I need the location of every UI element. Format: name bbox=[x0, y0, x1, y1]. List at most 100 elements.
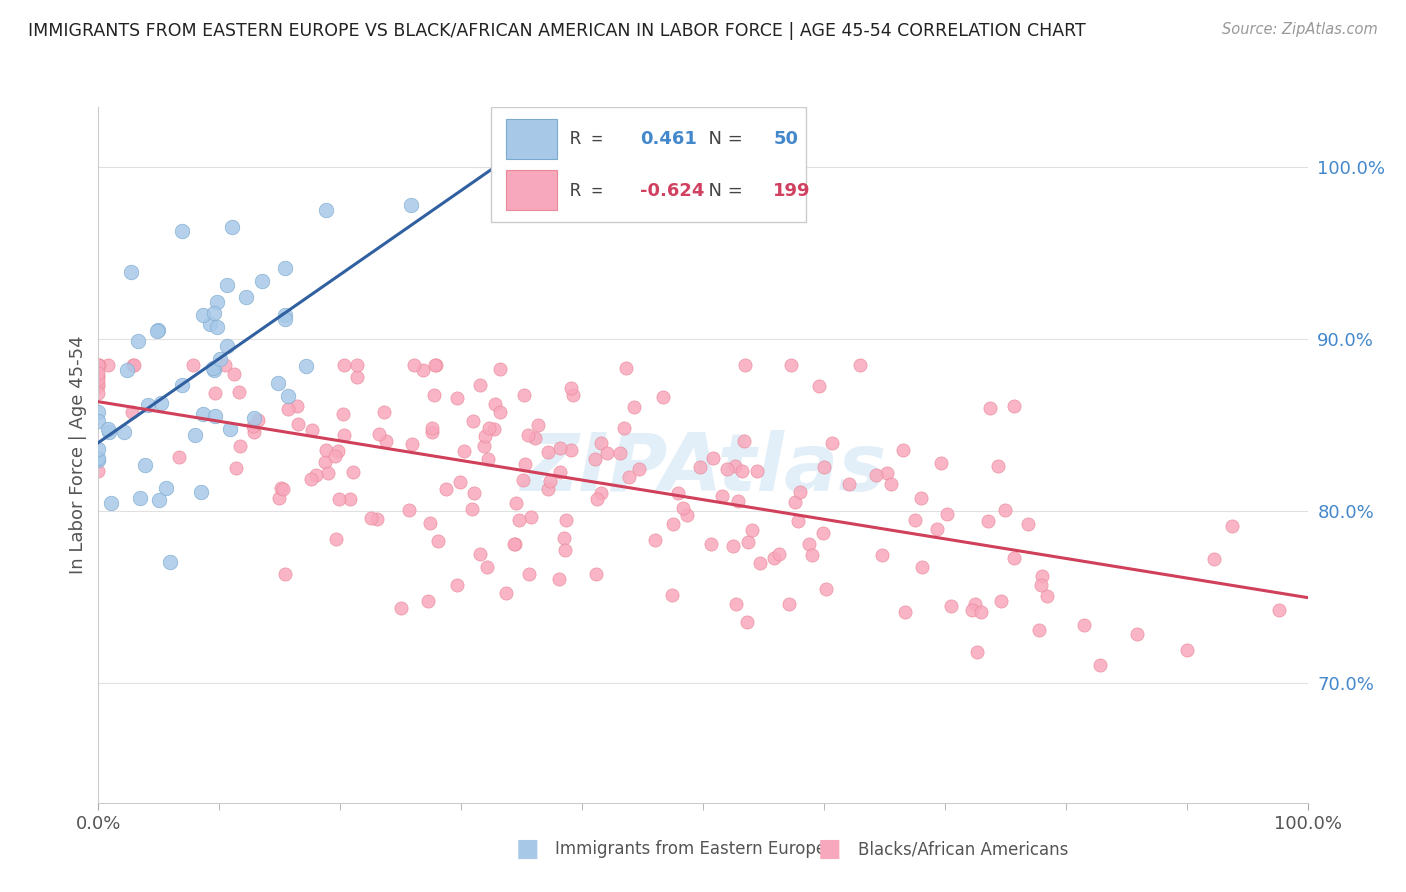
Point bbox=[1268, 602, 1291, 616]
Point bbox=[191, 308, 214, 322]
Text: Source: ZipAtlas.com: Source: ZipAtlas.com bbox=[1222, 22, 1378, 37]
Point bbox=[204, 385, 226, 400]
Point bbox=[315, 442, 337, 457]
Point bbox=[193, 407, 215, 421]
Point bbox=[243, 411, 266, 425]
Point bbox=[849, 358, 872, 372]
Point bbox=[555, 513, 578, 527]
Point bbox=[87, 386, 110, 401]
Point bbox=[585, 567, 607, 582]
Point bbox=[146, 324, 169, 338]
Point bbox=[595, 446, 617, 460]
Point bbox=[711, 490, 734, 504]
Point bbox=[1126, 627, 1149, 641]
Point bbox=[548, 572, 571, 586]
Point bbox=[910, 491, 932, 505]
Point bbox=[520, 510, 543, 524]
Point bbox=[271, 482, 294, 496]
Point bbox=[277, 401, 299, 416]
Point bbox=[155, 481, 177, 495]
Point bbox=[325, 532, 347, 546]
Point bbox=[446, 391, 468, 405]
Point bbox=[346, 369, 368, 384]
Point bbox=[87, 464, 110, 478]
Point bbox=[904, 513, 927, 527]
Text: ZIPAtlas: ZIPAtlas bbox=[520, 430, 886, 508]
Point bbox=[614, 361, 637, 376]
Point bbox=[242, 418, 264, 433]
Point bbox=[723, 539, 745, 553]
Point bbox=[963, 598, 986, 612]
Point bbox=[627, 462, 650, 476]
Point bbox=[215, 278, 238, 293]
Point bbox=[426, 533, 449, 548]
Point bbox=[301, 423, 323, 437]
Point bbox=[328, 491, 350, 506]
Point bbox=[87, 452, 110, 467]
Point bbox=[745, 464, 768, 478]
Text: R =: R = bbox=[569, 130, 613, 148]
FancyBboxPatch shape bbox=[506, 169, 557, 210]
Point bbox=[425, 358, 447, 372]
Point bbox=[342, 466, 364, 480]
Point bbox=[190, 484, 212, 499]
Point bbox=[891, 443, 914, 458]
Point bbox=[513, 387, 536, 401]
Point bbox=[929, 456, 952, 470]
Point bbox=[250, 273, 273, 287]
Point bbox=[453, 444, 475, 458]
Point bbox=[170, 377, 193, 392]
Point bbox=[87, 376, 110, 390]
Point bbox=[503, 537, 526, 551]
Point bbox=[326, 444, 349, 458]
Point bbox=[979, 401, 1001, 415]
Point bbox=[461, 414, 484, 428]
Point bbox=[512, 473, 534, 487]
Point bbox=[242, 425, 264, 439]
Point bbox=[398, 503, 420, 517]
Point bbox=[1220, 519, 1243, 533]
Point bbox=[181, 358, 204, 372]
Point bbox=[789, 485, 811, 500]
Point bbox=[515, 458, 537, 472]
Point bbox=[460, 502, 482, 516]
Point bbox=[399, 198, 422, 212]
Point bbox=[112, 425, 135, 439]
Point bbox=[731, 464, 754, 478]
Point bbox=[1029, 577, 1052, 591]
Point bbox=[87, 358, 110, 372]
Point bbox=[470, 377, 492, 392]
Point bbox=[273, 308, 295, 322]
Point bbox=[87, 405, 110, 419]
Point bbox=[586, 492, 609, 507]
Text: N =: N = bbox=[697, 182, 748, 200]
Point bbox=[527, 418, 550, 433]
FancyBboxPatch shape bbox=[506, 119, 557, 159]
Point bbox=[813, 460, 835, 475]
Point bbox=[449, 475, 471, 490]
Text: IMMIGRANTS FROM EASTERN EUROPE VS BLACK/AFRICAN AMERICAN IN LABOR FORCE | AGE 45: IMMIGRANTS FROM EASTERN EUROPE VS BLACK/… bbox=[28, 22, 1085, 40]
Point bbox=[495, 586, 517, 600]
Point bbox=[787, 514, 810, 528]
Point bbox=[987, 458, 1010, 473]
Point bbox=[423, 358, 446, 372]
Point bbox=[87, 372, 110, 386]
Point bbox=[800, 548, 823, 562]
Point bbox=[689, 459, 711, 474]
Point bbox=[121, 404, 143, 418]
Point bbox=[404, 358, 426, 372]
Point bbox=[623, 400, 645, 414]
Point bbox=[807, 379, 830, 393]
Point bbox=[879, 477, 901, 491]
Point bbox=[159, 555, 181, 569]
Point bbox=[894, 605, 917, 619]
Point bbox=[87, 442, 110, 456]
Point bbox=[274, 566, 297, 581]
Point bbox=[735, 615, 758, 630]
Y-axis label: In Labor Force | Age 45-54: In Labor Force | Age 45-54 bbox=[69, 335, 87, 574]
Point bbox=[87, 369, 110, 384]
Point bbox=[716, 462, 738, 476]
Point bbox=[446, 577, 468, 591]
Point bbox=[666, 486, 689, 500]
Point bbox=[360, 511, 382, 525]
